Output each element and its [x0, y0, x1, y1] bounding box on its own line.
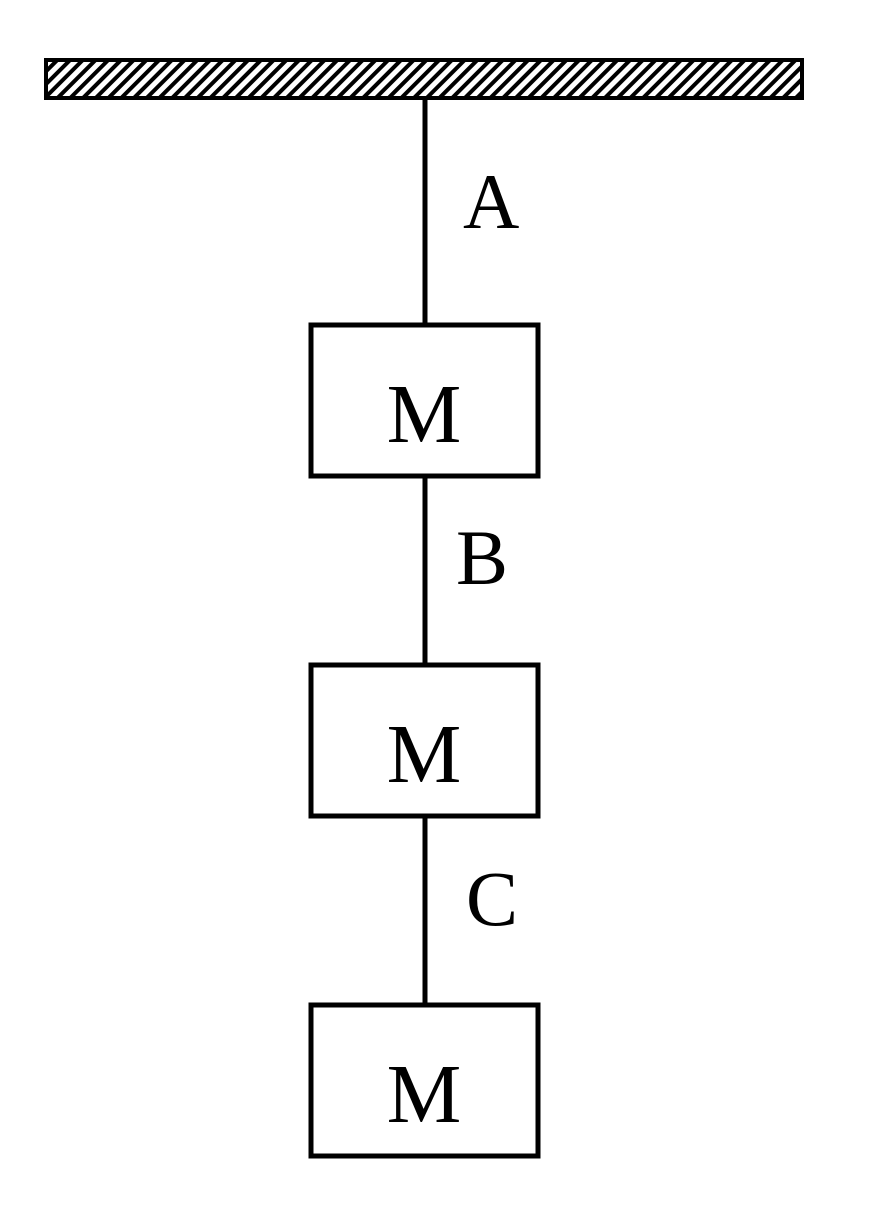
- mass-block-top-label: M: [387, 368, 462, 461]
- mass-block-middle-label: M: [387, 708, 462, 801]
- ceiling-support: [44, 58, 804, 100]
- string-c-label: C: [466, 855, 518, 942]
- string-b-label: B: [456, 514, 508, 601]
- mass-block-bottom: [308, 1002, 541, 1159]
- mass-block-middle: [308, 662, 541, 819]
- string-a-label: A: [463, 158, 519, 245]
- mass-block-bottom-label: M: [387, 1048, 462, 1141]
